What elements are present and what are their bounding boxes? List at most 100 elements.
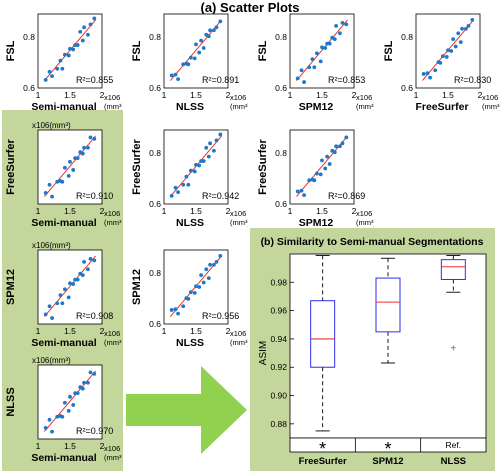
data-point [176,77,180,82]
data-point [192,291,197,295]
scatter-plot-spm-nlss: SPM12 0.6 0.8 1 1.5 2 NLSS x106(mm³) R²=0.956 [131,249,248,349]
data-point [188,168,193,173]
data-point [176,311,180,316]
y-tick-label: 0.94 [270,334,287,344]
data-point [47,417,52,422]
x-unit-label: x106 [356,209,372,218]
y-tick-label: 0.8 [149,268,161,278]
x-unit-label: x106 [356,93,372,102]
x-tick-label: 1 [414,90,419,100]
data-point [43,191,48,195]
data-point [62,287,67,292]
x-axis-label: NLSS [176,101,204,113]
data-point [88,135,93,140]
r-squared-label: R²=0.869 [328,191,365,201]
x-tick-label: 2 [100,206,105,216]
data-point [428,75,432,80]
data-point [43,426,48,430]
data-point [62,52,67,57]
x-unit-mm3: (mm³) [230,102,248,111]
arrow-right-icon [126,366,247,454]
data-point [318,172,323,177]
scatter-plot-fsl-spm: FSL 0.6 0.8 1 1.5 2 SPM12 x106(mm³) R²=0.853 [257,13,374,113]
data-point [334,23,338,28]
y-tick-label: 0.8 [149,148,161,158]
data-point [88,370,93,375]
x-axis-label: NLSS [176,337,204,349]
data-point [169,193,174,198]
data-point [75,43,80,47]
data-point [201,159,206,163]
category-label: FreeSurfer [299,456,347,467]
data-point [464,26,468,31]
x-tick-label: 1 [288,206,293,216]
x-tick-label: 1 [36,441,41,451]
x-unit-mm3: (mm³) [482,102,500,111]
data-point [302,80,306,84]
data-point [86,32,90,37]
r-squared-label: R²=0.891 [202,75,239,85]
data-point [214,25,219,30]
x-unit-mm3: (mm³) [356,102,374,111]
data-point [466,23,471,28]
x-axis-label: Semi-manual [31,217,96,229]
x-axis-label: NLSS [176,217,204,229]
box-plot-chart: (b) Similarity to Semi-manual Segmentati… [258,236,487,467]
x-unit-mm3: (mm³) [104,102,122,111]
x-tick-label: 1.5 [64,206,76,216]
data-point [327,162,332,166]
data-point [60,414,65,419]
data-point [173,72,178,77]
data-point [80,38,85,43]
fit-line [44,370,96,432]
data-point [88,256,93,261]
x-tick-label: 1 [162,326,167,336]
data-point [299,68,304,73]
data-point [80,386,85,391]
x-tick-label: 2 [100,326,105,336]
y-tick-label: 0.92 [270,362,287,372]
data-point [194,42,198,47]
y-tick-label: 0.8 [275,32,287,42]
y-unit-label: x106(mm³) [32,121,71,130]
scatter-plot-nlss-semi: NLSS x106(mm³) 1 1.5 2 Semi-manual x106(mm³) R²… [5,356,122,464]
data-point [60,179,65,184]
x-tick-label: 2 [100,90,105,100]
data-point [199,273,204,278]
data-point [173,185,178,190]
data-point [58,293,63,298]
significance-marker: Ref. [446,440,462,450]
data-point [307,65,312,70]
data-point [295,76,300,81]
x-tick-label: 1.5 [316,206,328,216]
x-tick-label: 1.5 [64,90,76,100]
data-point [68,394,72,399]
fit-line [44,255,96,317]
data-point [186,296,191,301]
data-point [71,403,76,407]
data-point [50,74,54,79]
data-point [186,182,191,187]
scatter-plot-fsl-semi: FSL 0.6 0.8 1 1.5 2 Semi-manual x106(mm³) R²=0.8… [5,13,122,113]
box-NLSS [440,259,466,280]
x-unit-label: x106 [104,93,120,102]
box-plot-title: (b) Similarity to Semi-manual Segmentati… [261,236,484,248]
x-tick-label: 1.5 [316,90,328,100]
data-point [86,267,90,272]
data-point [206,34,211,39]
data-point [458,40,463,45]
data-point [82,259,86,264]
y-tick-label: 0.8 [149,32,161,42]
y-tick-label: 0.96 [270,306,287,316]
data-point [218,19,223,24]
x-tick-label: 2 [226,206,231,216]
data-point [188,290,193,295]
x-tick-label: 1 [288,90,293,100]
data-point [446,48,450,53]
x-axis-label: Semi-manual [31,337,96,349]
category-label: NLSS [441,456,466,467]
x-unit-label: x106 [104,209,120,218]
data-point [75,391,80,396]
y-tick-label: 0.6 [23,83,35,93]
y-tick-label: 0.8 [275,148,287,158]
